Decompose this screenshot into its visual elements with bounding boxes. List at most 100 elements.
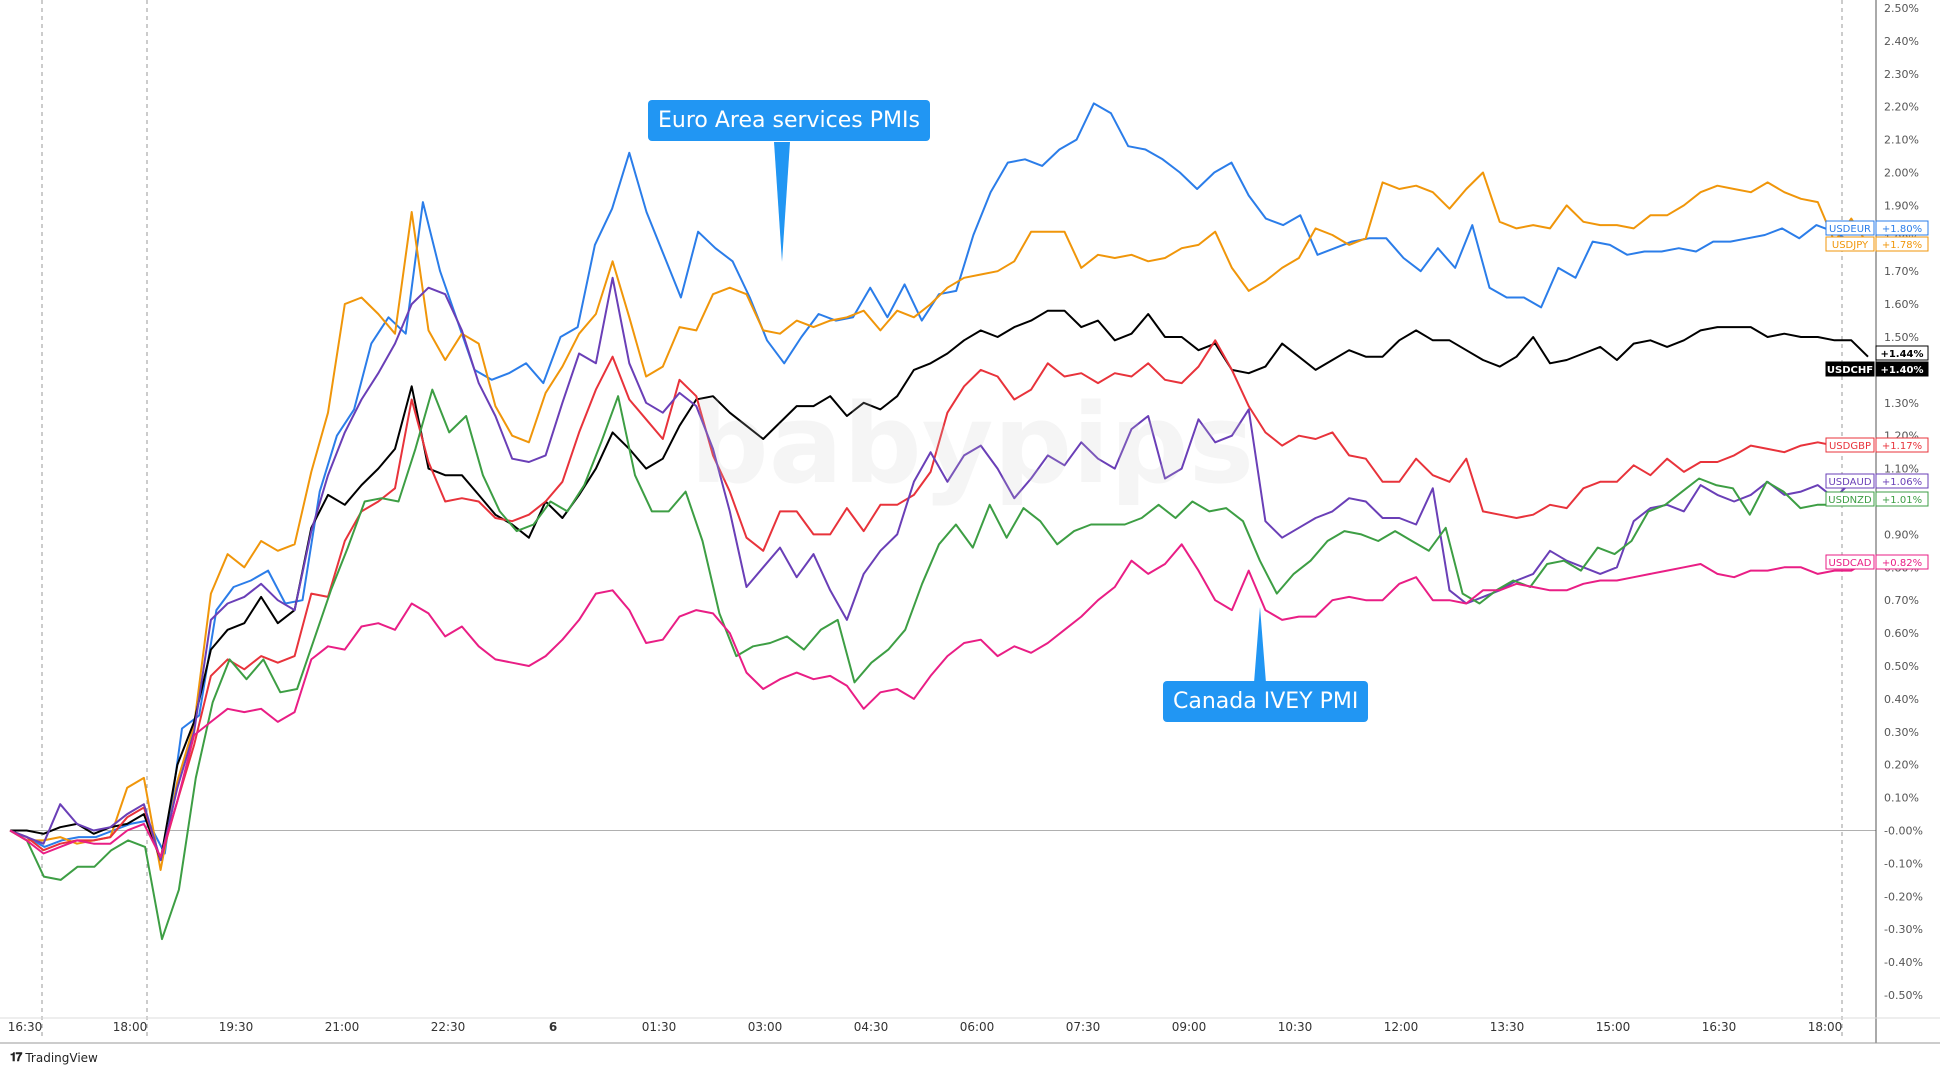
chart-series-group: [9, 102, 1869, 941]
price-tag-usdeur: USDEUR +1.80%: [1825, 220, 1929, 236]
annotation-canada-ivey-pmi-pointer: [1254, 607, 1266, 683]
x-tick-label: 01:30: [642, 1020, 677, 1034]
price-tag-value-box: [1875, 437, 1929, 453]
y-tick-label: 1.90%: [1884, 199, 1919, 212]
chart-axes: [0, 0, 1940, 1044]
price-tag-usdchf: +1.44%: [1875, 345, 1929, 361]
y-tick-label: 0.40%: [1884, 693, 1919, 706]
tradingview-logo-icon: 𝟏𝟕: [10, 1050, 22, 1064]
y-tick-label: 0.60%: [1884, 627, 1919, 640]
y-tick-label: 2.00%: [1884, 167, 1919, 180]
price-tag-value-box: [1875, 236, 1929, 252]
y-tick-label: 0.10%: [1884, 792, 1919, 805]
price-tag-name: USDEUR: [1829, 224, 1871, 235]
price-tag-value: +1.44%: [1880, 349, 1923, 360]
x-axis-ticks: 16:30 18:00 19:30 21:00 22:30 6 01:30 03:00 04:3…: [8, 1020, 1843, 1034]
price-tag-usdgbp: USDGBP +1.17%: [1825, 437, 1929, 453]
price-tag-value-box: [1875, 220, 1929, 236]
y-tick-label: 0.90%: [1884, 528, 1919, 541]
annotation-canada-ivey-pmi: Canada IVEY PMI: [1163, 681, 1369, 722]
y-tick-label: 2.40%: [1884, 35, 1919, 48]
price-tag-value: +1.78%: [1882, 240, 1922, 251]
y-tick-label: 2.50%: [1884, 2, 1919, 15]
price-tag-name: USDJPY: [1832, 240, 1869, 251]
price-tag-name-box: [1825, 361, 1875, 377]
x-tick-label: 18:00: [113, 1020, 148, 1034]
y-tick-label: 1.50%: [1884, 331, 1919, 344]
y-tick-label: -0.50%: [1884, 989, 1923, 1002]
watermark-logo: babypips: [690, 380, 1255, 508]
price-tag-value-box: [1875, 491, 1929, 507]
x-tick-label: 04:30: [854, 1020, 889, 1034]
price-tag-name-box: [1825, 473, 1875, 489]
y-tick-label: 1.60%: [1884, 298, 1919, 311]
price-tag-value: +1.80%: [1882, 224, 1922, 235]
y-tick-label: -0.30%: [1884, 923, 1923, 936]
x-tick-label: 15:00: [1596, 1020, 1631, 1034]
brand-name: TradingView: [25, 1050, 98, 1065]
x-tick-label: 19:30: [219, 1020, 254, 1034]
series-line-usdaud: [9, 276, 1868, 862]
x-tick-label: 03:00: [748, 1020, 783, 1034]
price-tag-name-box: [1825, 554, 1875, 570]
x-tick-label: 13:30: [1490, 1020, 1525, 1034]
price-tag-value-box: [1875, 361, 1929, 377]
x-tick-label: 6: [549, 1020, 557, 1034]
x-tick-label: 10:30: [1278, 1020, 1313, 1034]
y-tick-label: -0.20%: [1884, 890, 1923, 903]
x-tick-label: 06:00: [960, 1020, 995, 1034]
y-tick-label: -0.40%: [1884, 956, 1923, 969]
price-tag-value-box: [1875, 554, 1929, 570]
price-tag-name: USDNZD: [1828, 495, 1872, 506]
price-tag-value: +1.40%: [1880, 365, 1923, 376]
series-line-usdcad: [9, 543, 1869, 858]
y-tick-label: 0.70%: [1884, 594, 1919, 607]
price-tag-value-box: [1875, 473, 1929, 489]
x-tick-label: 09:00: [1172, 1020, 1207, 1034]
price-tag-value: +1.06%: [1882, 477, 1922, 488]
price-tag-name-box: [1825, 220, 1875, 236]
y-tick-label: 0.50%: [1884, 660, 1919, 673]
y-tick-label: -0.00%: [1884, 825, 1923, 838]
x-tick-label: 21:00: [325, 1020, 360, 1034]
price-tag-name-box: [1825, 491, 1875, 507]
price-tag-name-box: [1825, 236, 1875, 252]
series-line-usdgbp: [9, 339, 1868, 862]
price-tag-usdaud: USDAUD +1.06%: [1825, 473, 1929, 489]
price-tag-name: USDAUD: [1828, 477, 1871, 488]
price-tag-name-box: [1825, 437, 1875, 453]
price-tag-usdnzd: USDNZD +1.01%: [1825, 491, 1929, 507]
series-line-usdjpy: [9, 171, 1869, 871]
series-line-usdchf: [10, 309, 1869, 862]
price-tag-name: USDCHF: [1827, 365, 1873, 376]
y-tick-label: 2.10%: [1884, 134, 1919, 147]
price-tag-usdcad: USDCAD +0.82%: [1825, 554, 1929, 570]
y-tick-label: -0.10%: [1884, 857, 1923, 870]
y-tick-label: 1.30%: [1884, 397, 1919, 410]
y-tick-label: 2.20%: [1884, 101, 1919, 114]
y-tick-label: 1.70%: [1884, 265, 1919, 278]
price-tag-value: +1.01%: [1882, 495, 1922, 506]
x-tick-label: 16:30: [8, 1020, 43, 1034]
series-line-usdeur: [9, 102, 1869, 855]
x-tick-label: 22:30: [431, 1020, 466, 1034]
y-tick-label: 0.30%: [1884, 726, 1919, 739]
annotation-euro-pmi: Euro Area services PMIs: [648, 100, 930, 141]
price-tag-usdjpy: USDJPY +1.78%: [1825, 236, 1929, 252]
x-tick-label: 16:30: [1702, 1020, 1737, 1034]
y-tick-label: 2.30%: [1884, 68, 1919, 81]
annotation-euro-pmi-pointer: [774, 142, 790, 262]
x-tick-label: 07:30: [1066, 1020, 1101, 1034]
price-tag-value: +1.17%: [1882, 441, 1922, 452]
tradingview-brand: 𝟏𝟕 TradingView: [10, 1050, 98, 1065]
price-tag-name: USDGBP: [1829, 441, 1871, 452]
price-tags: USDEUR +1.80% USDJPY +1.78% +1.44% USDCHF +1.4…: [1825, 220, 1929, 570]
series-line-usdnzd: [9, 388, 1868, 941]
y-tick-label: 0.20%: [1884, 759, 1919, 772]
price-tag-value: +0.82%: [1882, 558, 1922, 569]
x-tick-label: 12:00: [1384, 1020, 1419, 1034]
price-tag-usdchf: USDCHF +1.40%: [1825, 361, 1929, 377]
price-tag-name: USDCAD: [1829, 558, 1872, 569]
x-tick-label: 18:00: [1808, 1020, 1843, 1034]
